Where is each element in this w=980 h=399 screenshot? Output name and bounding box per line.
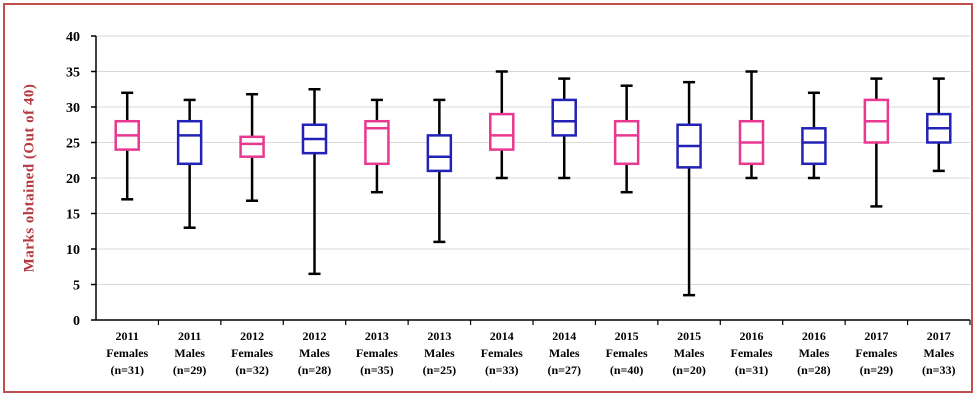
x-category-label: Males: [174, 346, 205, 360]
box-2017-females: 2017 Females (n=29): [855, 77, 909, 377]
x-category-label: 2016: [802, 329, 826, 343]
y-tick-label: 25: [66, 137, 80, 152]
box-2015-females: 2015 Females (n=40): [606, 84, 659, 377]
box-2014-females: 2014 Females (n=33): [481, 70, 534, 377]
iqr-box: [176, 119, 203, 166]
iqr-box: [489, 112, 515, 151]
box-2011-females: 2011 Females (n=31): [106, 91, 160, 377]
x-category-label: 2014: [490, 329, 514, 343]
x-category-label: (n=20): [672, 363, 706, 377]
x-category-label: 2012: [240, 329, 264, 343]
x-category-label: Females: [481, 346, 523, 360]
x-category-label: 2017: [927, 329, 951, 343]
x-category-label: (n=31): [735, 363, 769, 377]
x-category-label: 2013: [365, 329, 389, 343]
x-category-label: Females: [356, 346, 398, 360]
iqr-box: [239, 135, 265, 158]
x-category-label: (n=28): [797, 363, 831, 377]
box-2011-males: 2011 Males (n=29): [173, 98, 222, 377]
y-tick-label: 40: [66, 30, 80, 45]
x-category-label: 2017: [864, 329, 888, 343]
box-2013-females: 2013 Females (n=35): [356, 98, 409, 377]
y-tick-label: 0: [73, 314, 80, 329]
box-2016-females: 2016 Females (n=31): [731, 70, 784, 377]
box-2012-females: 2012 Females (n=32): [231, 92, 284, 377]
box-2017-males: 2017 Males (n=33): [922, 77, 971, 377]
x-category-label: 2013: [427, 329, 451, 343]
x-category-label: (n=32): [235, 363, 269, 377]
y-tick-label: 35: [66, 66, 80, 81]
x-category-label: Males: [799, 346, 830, 360]
x-category-label: (n=25): [423, 363, 457, 377]
x-category-label: (n=31): [110, 363, 144, 377]
x-category-label: Females: [855, 346, 897, 360]
chart-frame: [3, 3, 973, 393]
iqr-box: [613, 119, 640, 166]
x-category-label: (n=35): [360, 363, 394, 377]
x-category-label: (n=33): [922, 363, 956, 377]
x-category-label: Males: [299, 346, 330, 360]
iqr-box: [364, 119, 390, 166]
x-category-label: Males: [674, 346, 705, 360]
x-category-label: 2016: [740, 329, 764, 343]
iqr-box: [426, 134, 453, 173]
y-tick-label: 5: [73, 279, 80, 294]
x-category-label: (n=29): [173, 363, 207, 377]
box-2016-males: 2016 Males (n=28): [797, 91, 846, 377]
x-category-label: 2012: [303, 329, 327, 343]
x-category-label: (n=33): [485, 363, 519, 377]
x-category-label: (n=40): [610, 363, 644, 377]
box-2012-males: 2012 Males (n=28): [298, 88, 347, 377]
x-category-label: (n=27): [547, 363, 581, 377]
iqr-box: [801, 127, 827, 166]
x-category-label: (n=29): [860, 363, 894, 377]
x-category-label: 2014: [552, 329, 576, 343]
x-category-label: Males: [923, 346, 954, 360]
x-category-label: (n=28): [298, 363, 332, 377]
x-category-label: 2015: [677, 329, 701, 343]
box-2015-males: 2015 Males (n=20): [672, 80, 721, 377]
y-tick-label: 15: [66, 208, 80, 223]
x-category-label: Females: [731, 346, 773, 360]
x-category-label: 2015: [615, 329, 639, 343]
y-tick-label: 10: [66, 243, 80, 258]
x-category-label: Females: [231, 346, 273, 360]
x-category-label: Males: [424, 346, 455, 360]
y-tick-label: 20: [66, 172, 80, 187]
box-2014-males: 2014 Males (n=27): [547, 77, 597, 377]
x-category-label: Females: [106, 346, 148, 360]
x-category-label: Males: [549, 346, 580, 360]
iqr-box: [551, 98, 577, 137]
box-2013-males: 2013 Males (n=25): [423, 98, 472, 377]
x-category-label: Females: [606, 346, 648, 360]
x-category-label: 2011: [116, 329, 139, 343]
x-category-label: 2011: [178, 329, 201, 343]
y-tick-label: 30: [66, 101, 80, 116]
